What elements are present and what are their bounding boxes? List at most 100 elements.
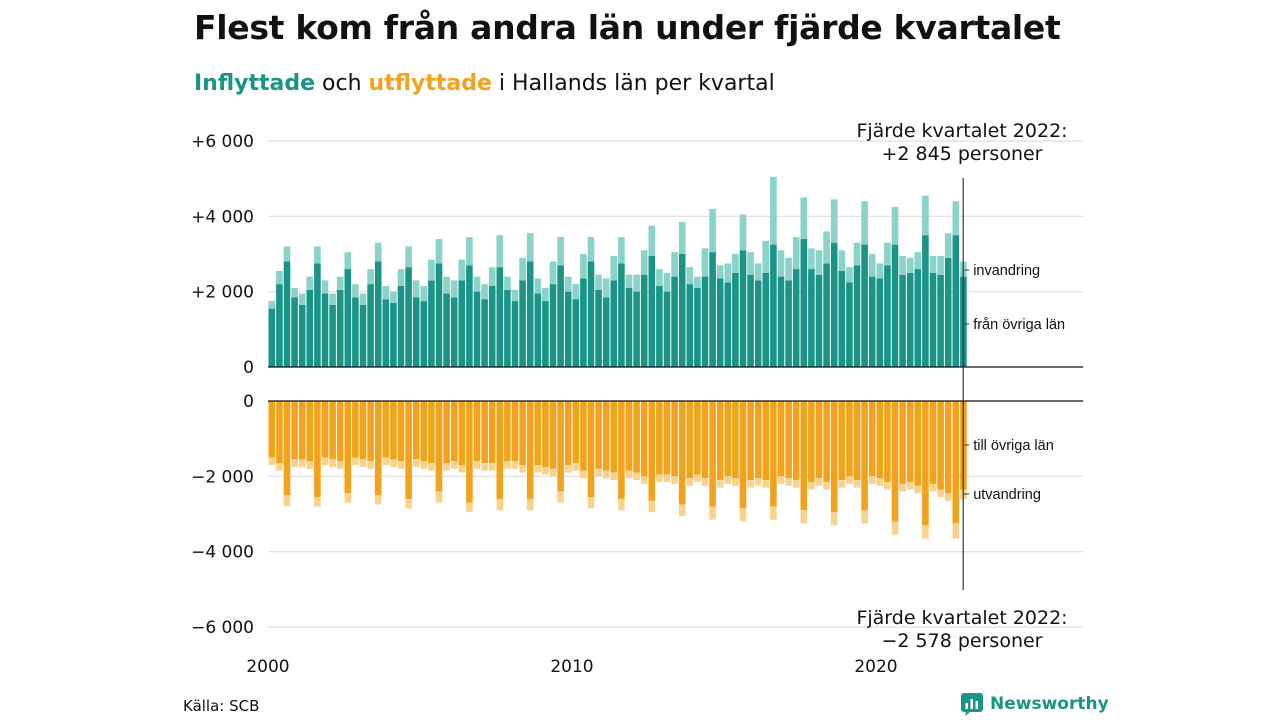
bar-inflow-immigration <box>276 270 283 285</box>
bar-inflow-domestic <box>504 289 511 367</box>
bar-inflow-immigration <box>481 284 488 300</box>
bar-inflow-immigration <box>678 221 686 254</box>
bar-inflow-immigration <box>458 259 466 281</box>
bar-inflow-domestic <box>792 269 800 367</box>
bar-inflow-domestic <box>694 287 701 367</box>
bar-inflow-immigration <box>298 293 306 305</box>
bar-outflow-emigration <box>838 480 846 488</box>
bar-inflow-immigration <box>846 267 853 283</box>
brand-name: Newsworthy <box>990 694 1109 714</box>
bar-outflow-domestic <box>618 401 625 499</box>
bar-outflow-emigration <box>686 478 694 486</box>
bar-inflow-domestic <box>709 252 716 367</box>
bar-outflow-emigration <box>298 459 306 467</box>
bar-outflow-emigration <box>268 457 276 466</box>
bar-inflow-immigration <box>633 274 640 292</box>
source-note: Källa: SCB <box>183 697 260 715</box>
bar-outflow-emigration <box>777 476 785 484</box>
bar-inflow-domestic <box>321 293 329 367</box>
bar-inflow-domestic <box>770 244 777 367</box>
bar-outflow-domestic <box>511 401 519 462</box>
bar-inflow-domestic <box>929 272 937 367</box>
bar-outflow-domestic <box>732 401 739 479</box>
bar-inflow-immigration <box>610 255 618 281</box>
bar-outflow-domestic <box>762 401 770 481</box>
bar-outflow-domestic <box>534 401 542 466</box>
bar-inflow-immigration <box>549 261 557 285</box>
bar-inflow-domestic <box>701 276 709 367</box>
bar-inflow-domestic <box>610 280 618 367</box>
bar-inflow-immigration <box>884 242 891 266</box>
bar-outflow-domestic <box>625 401 633 471</box>
bar-inflow-immigration <box>823 231 830 264</box>
bar-inflow-domestic <box>481 299 488 367</box>
bar-outflow-emigration <box>534 465 542 473</box>
bar-inflow-immigration <box>716 265 724 279</box>
bar-outflow-domestic <box>602 401 610 471</box>
bar-inflow-immigration <box>709 208 716 253</box>
bar-inflow-domestic <box>542 301 549 367</box>
bar-inflow-domestic <box>519 280 526 367</box>
bar-outflow-emigration <box>587 497 595 509</box>
bar-inflow-domestic <box>443 293 450 367</box>
bar-outflow-emigration <box>944 493 952 501</box>
bar-outflow-emigration <box>891 521 899 535</box>
bar-outflow-emigration <box>914 485 922 494</box>
bar-outflow-domestic <box>382 401 390 458</box>
bar-inflow-domestic <box>618 263 625 367</box>
bar-outflow-emigration <box>792 480 800 488</box>
bar-outflow-domestic <box>610 401 618 473</box>
bar-outflow-domestic <box>815 401 823 479</box>
bar-outflow-domestic <box>572 401 580 464</box>
bar-inflow-immigration <box>314 246 321 264</box>
bar-outflow-domestic <box>466 401 473 503</box>
legend-label-emigration: utvandring <box>973 487 1041 503</box>
bar-outflow-emigration <box>595 468 602 477</box>
bar-outflow-emigration <box>420 461 428 469</box>
bar-inflow-immigration <box>466 237 473 266</box>
bar-inflow-immigration <box>785 257 792 281</box>
bar-inflow-domestic <box>374 261 382 367</box>
bar-outflow-domestic <box>830 401 838 513</box>
bar-outflow-domestic <box>899 401 906 484</box>
bar-outflow-domestic <box>694 401 701 475</box>
bar-outflow-domestic <box>306 401 314 462</box>
bar-outflow-emigration <box>648 500 656 513</box>
bar-inflow-immigration <box>929 255 937 273</box>
bar-inflow-immigration <box>374 242 382 262</box>
brand-logo[interactable]: Newsworthy <box>960 692 1109 716</box>
bar-inflow-immigration <box>390 291 397 303</box>
bar-outflow-domestic <box>276 401 283 464</box>
bar-outflow-domestic <box>504 401 511 462</box>
bar-outflow-emigration <box>830 512 838 526</box>
bar-outflow-domestic <box>564 401 572 466</box>
bar-outflow-emigration <box>694 474 701 482</box>
bar-outflow-emigration <box>716 480 724 488</box>
bar-outflow-emigration <box>496 498 504 511</box>
bar-outflow-emigration <box>739 508 747 522</box>
x-tick-label: 2010 <box>550 657 593 677</box>
bar-outflow-emigration <box>770 506 777 520</box>
bar-outflow-emigration <box>618 498 625 511</box>
bar-inflow-domestic <box>336 289 344 367</box>
bar-outflow-domestic <box>770 401 777 507</box>
bar-outflow-emigration <box>443 463 450 471</box>
bar-inflow-domestic <box>352 297 359 367</box>
bar-inflow-domestic <box>891 244 899 367</box>
bar-inflow-domestic <box>496 267 504 367</box>
subtitle-connector: och <box>315 71 369 96</box>
bar-inflow-immigration <box>625 274 633 288</box>
bar-inflow-immigration <box>268 301 276 309</box>
bar-inflow-domestic <box>420 301 428 367</box>
bar-outflow-domestic <box>937 401 944 490</box>
bar-outflow-emigration <box>815 478 823 486</box>
bar-outflow-domestic <box>838 401 846 481</box>
bar-inflow-domestic <box>838 270 846 367</box>
bar-inflow-immigration <box>640 250 648 275</box>
bar-inflow-immigration <box>694 276 701 288</box>
bar-inflow-immigration <box>922 195 929 236</box>
bar-inflow-domestic <box>846 282 853 367</box>
bar-inflow-domestic <box>458 280 466 367</box>
bar-outflow-emigration <box>846 476 853 484</box>
